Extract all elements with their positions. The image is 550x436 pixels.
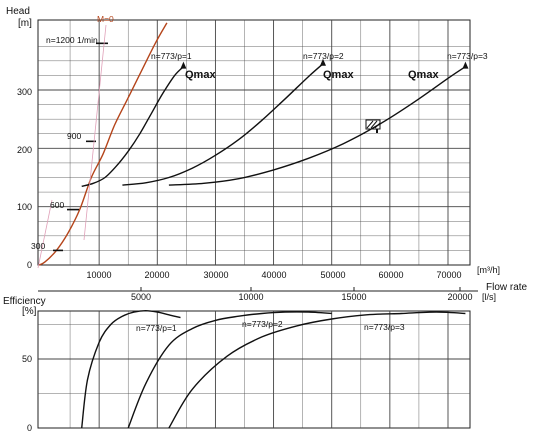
head-curve-n-773-p-3 — [168, 66, 466, 186]
helper-line — [37, 199, 53, 269]
efficiency-curve-n-773-p-2 — [127, 311, 332, 429]
speed-envelope-curve — [38, 22, 168, 266]
qmax-label-p3: Qmax — [408, 69, 439, 81]
speed-label-900: 900 — [67, 131, 81, 141]
qmax-arrow — [462, 61, 469, 69]
m3h-tick-50000: 50000 — [320, 270, 345, 280]
head-tick-0: 0 — [27, 260, 32, 270]
head-curve-n-773-p-1 — [81, 66, 184, 187]
ls-tick-15000: 15000 — [341, 292, 366, 302]
head-axis-label: Head — [6, 6, 30, 17]
head-tick-200: 200 — [17, 145, 32, 155]
flow-unit-ls: [l/s] — [482, 292, 496, 302]
m3h-tick-60000: 60000 — [378, 270, 403, 280]
efficiency-curve-n-773-p-1 — [81, 309, 181, 429]
m3h-tick-30000: 30000 — [203, 270, 228, 280]
eff-curve-label-p1: n=773/p=1 — [136, 323, 177, 333]
efficiency-tick-0: 0 — [27, 423, 32, 433]
head-axis-unit: [m] — [18, 18, 32, 29]
m3h-tick-70000: 70000 — [436, 270, 461, 280]
flow-unit-m3h: [m³/h] — [477, 265, 500, 275]
qmax-arrow — [180, 61, 187, 69]
efficiency-curves — [81, 309, 466, 429]
m3h-tick-40000: 40000 — [261, 270, 286, 280]
speed-label-1200: n=1200 1/min — [46, 35, 98, 45]
helper-line — [83, 24, 107, 241]
head-tick-300: 300 — [17, 87, 32, 97]
qmax-label-p1: Qmax — [185, 69, 216, 81]
speed-label-300: 300 — [31, 241, 45, 251]
curve-label-p3: n=773/p=3 — [447, 51, 488, 61]
torque-zero-label: M=0 — [97, 14, 114, 24]
head-curves — [37, 22, 469, 269]
head-grid — [37, 19, 478, 292]
head-curve-n-773-p-2 — [122, 63, 324, 186]
m3h-tick-10000: 10000 — [86, 270, 111, 280]
curve-label-p2: n=773/p=2 — [303, 51, 344, 61]
head-tick-100: 100 — [17, 202, 32, 212]
flow-rate-label: Flow rate — [486, 282, 528, 293]
curve-label-p1: n=773/p=1 — [151, 51, 192, 61]
eff-curve-label-p3: n=773/p=3 — [364, 322, 405, 332]
head-plot-frame — [37, 19, 471, 266]
efficiency-curve-n-773-p-3 — [168, 311, 466, 429]
efficiency-plot-frame — [37, 310, 471, 429]
eff-curve-label-p2: n=773/p=2 — [242, 319, 283, 329]
ls-tick-20000: 20000 — [447, 292, 472, 302]
efficiency-axis-label: Efficiency — [3, 296, 46, 307]
m3h-tick-20000: 20000 — [144, 270, 169, 280]
ls-tick-5000: 5000 — [131, 292, 151, 302]
qmax-arrow — [319, 58, 326, 66]
speed-label-600: 600 — [50, 200, 64, 210]
ls-tick-10000: 10000 — [238, 292, 263, 302]
efficiency-axis-unit: [%] — [22, 306, 37, 317]
efficiency-tick-50: 50 — [22, 354, 32, 364]
qmax-label-p2: Qmax — [323, 69, 354, 81]
qmax-hatch-marker — [365, 119, 381, 133]
